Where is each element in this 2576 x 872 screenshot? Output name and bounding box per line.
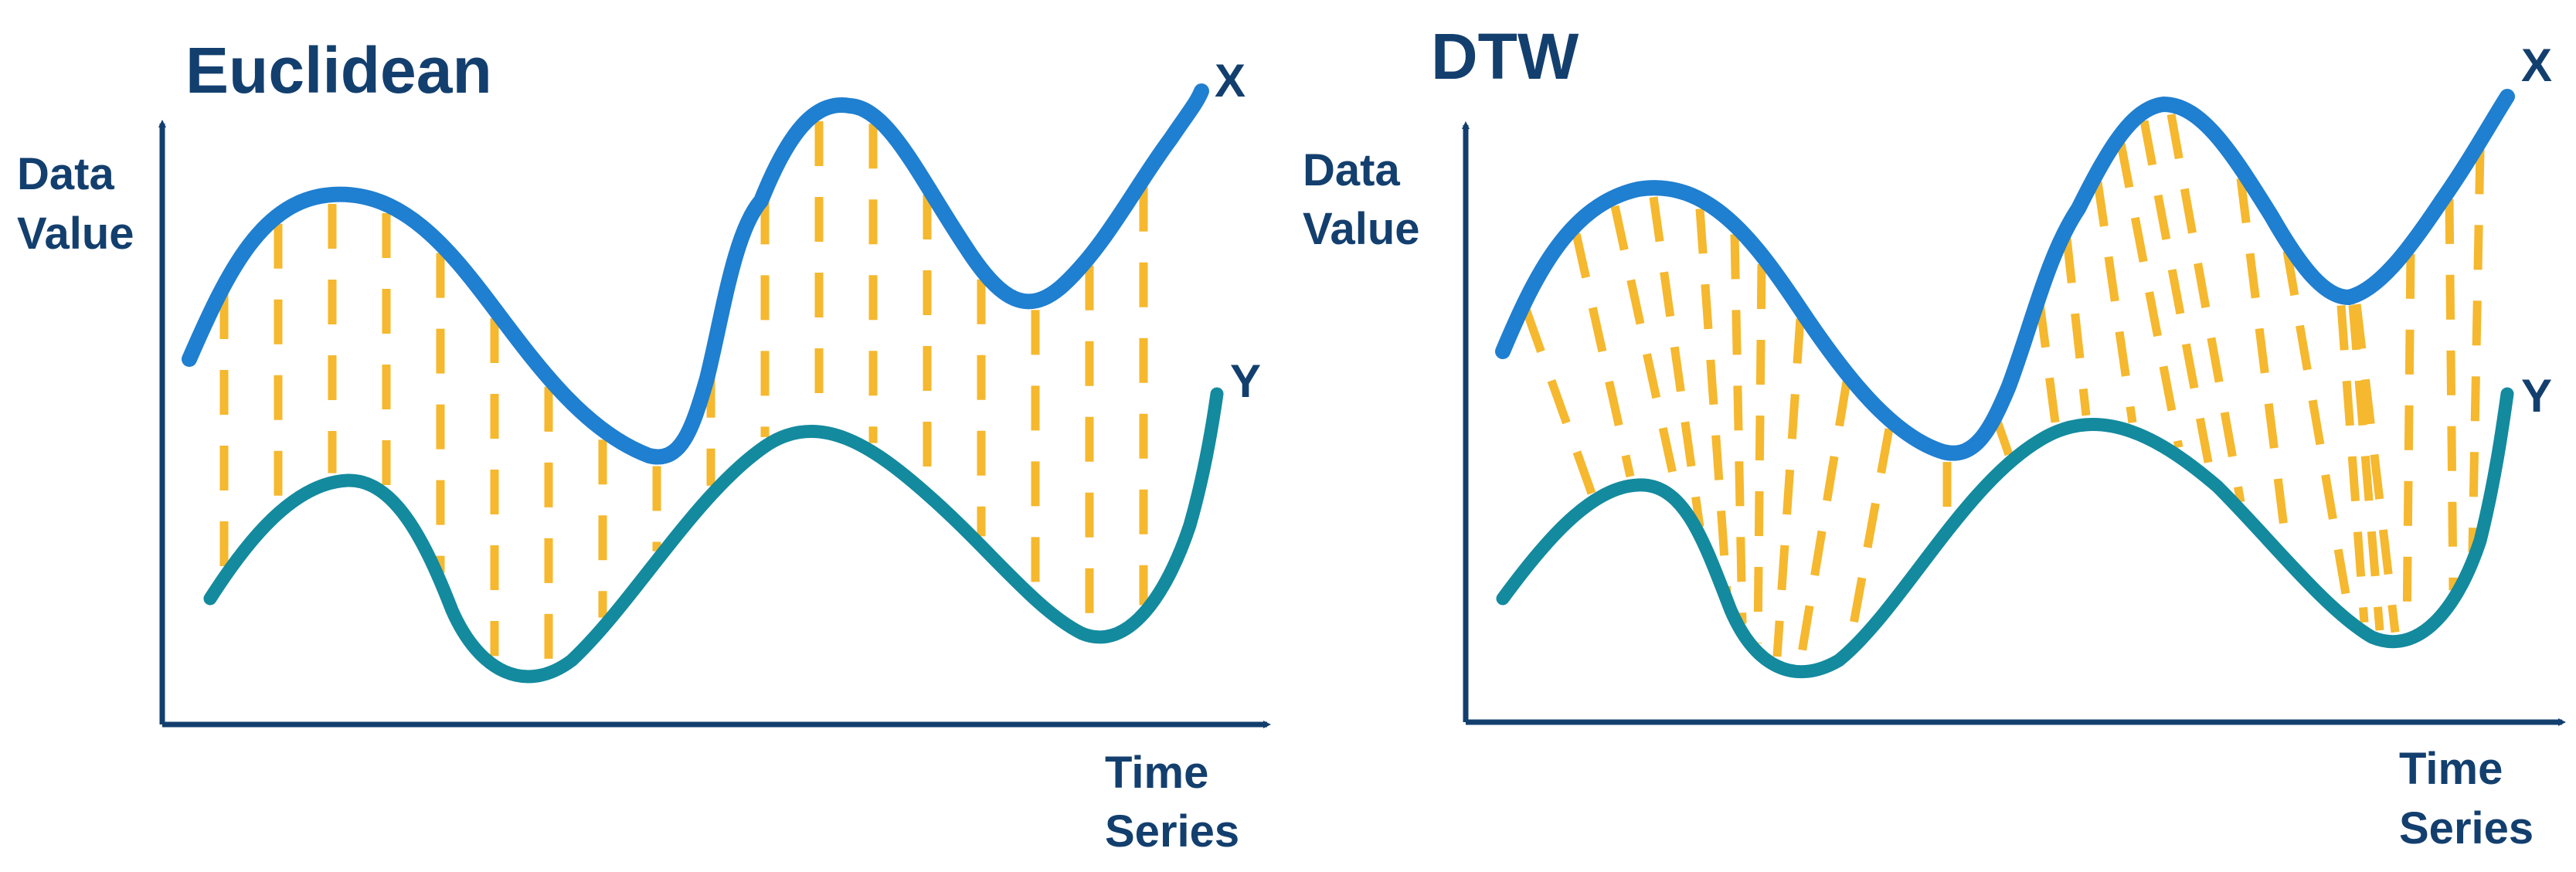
alignment-line xyxy=(1695,208,1731,592)
alignment-line xyxy=(2166,114,2245,504)
series-x-curve xyxy=(182,83,1209,465)
alignment-line xyxy=(2035,302,2060,423)
x-axis-label-line1: Time xyxy=(1105,748,1208,798)
series-x-label: X xyxy=(1215,55,1246,107)
series-x-label: X xyxy=(2521,39,2552,91)
alignment-line xyxy=(2352,304,2400,633)
x-axis-label-line2: Series xyxy=(2399,803,2534,853)
alignment-line xyxy=(2062,238,2091,416)
alignment-line xyxy=(2336,305,2369,623)
alignment-line xyxy=(2116,142,2183,449)
alignment-lines xyxy=(1521,114,2485,663)
euclidean-panel: Euclidean Data Value Time Series X Y xyxy=(17,34,1271,857)
x-axis-label-line1: Time xyxy=(2399,744,2503,794)
alignment-line xyxy=(1610,205,1681,493)
y-axis-label-line1: Data xyxy=(17,149,114,199)
alignment-line xyxy=(1796,381,1851,663)
alignment-line xyxy=(1521,307,1596,495)
panel-title: Euclidean xyxy=(185,34,492,107)
alignment-line xyxy=(2445,198,2458,591)
alignment-lines xyxy=(219,121,1148,664)
series-x-curve xyxy=(1495,89,2515,461)
dtw-panel: DTW Data Value Time Series X Y xyxy=(1303,20,2566,853)
panel-title: DTW xyxy=(1431,20,1579,93)
alignment-line xyxy=(2139,120,2214,471)
y-axis-label-line2: Value xyxy=(17,209,134,259)
alignment-line xyxy=(1572,232,1635,478)
alignment-line xyxy=(2093,181,2137,423)
y-axis-label-line1: Data xyxy=(1303,145,1400,195)
alignment-line xyxy=(2236,178,2292,553)
series-y-label: Y xyxy=(1230,355,1261,407)
alignment-line xyxy=(1730,234,1747,624)
alignment-line xyxy=(1753,263,1766,644)
alignment-line xyxy=(1846,428,1894,642)
series-y-curve xyxy=(1496,387,2514,679)
series-y-label: Y xyxy=(2521,370,2552,422)
x-axis-label-line2: Series xyxy=(1105,806,1239,857)
alignment-line xyxy=(2468,149,2485,552)
alignment-line xyxy=(2348,304,2384,631)
alignment-line xyxy=(1772,318,1805,657)
alignment-line xyxy=(1649,196,1704,528)
y-axis-label-line2: Value xyxy=(1303,204,1420,254)
alignment-line xyxy=(1993,419,2014,456)
alignment-line xyxy=(2402,253,2415,631)
series-y-curve xyxy=(203,387,1224,684)
alignment-line xyxy=(2282,250,2353,613)
